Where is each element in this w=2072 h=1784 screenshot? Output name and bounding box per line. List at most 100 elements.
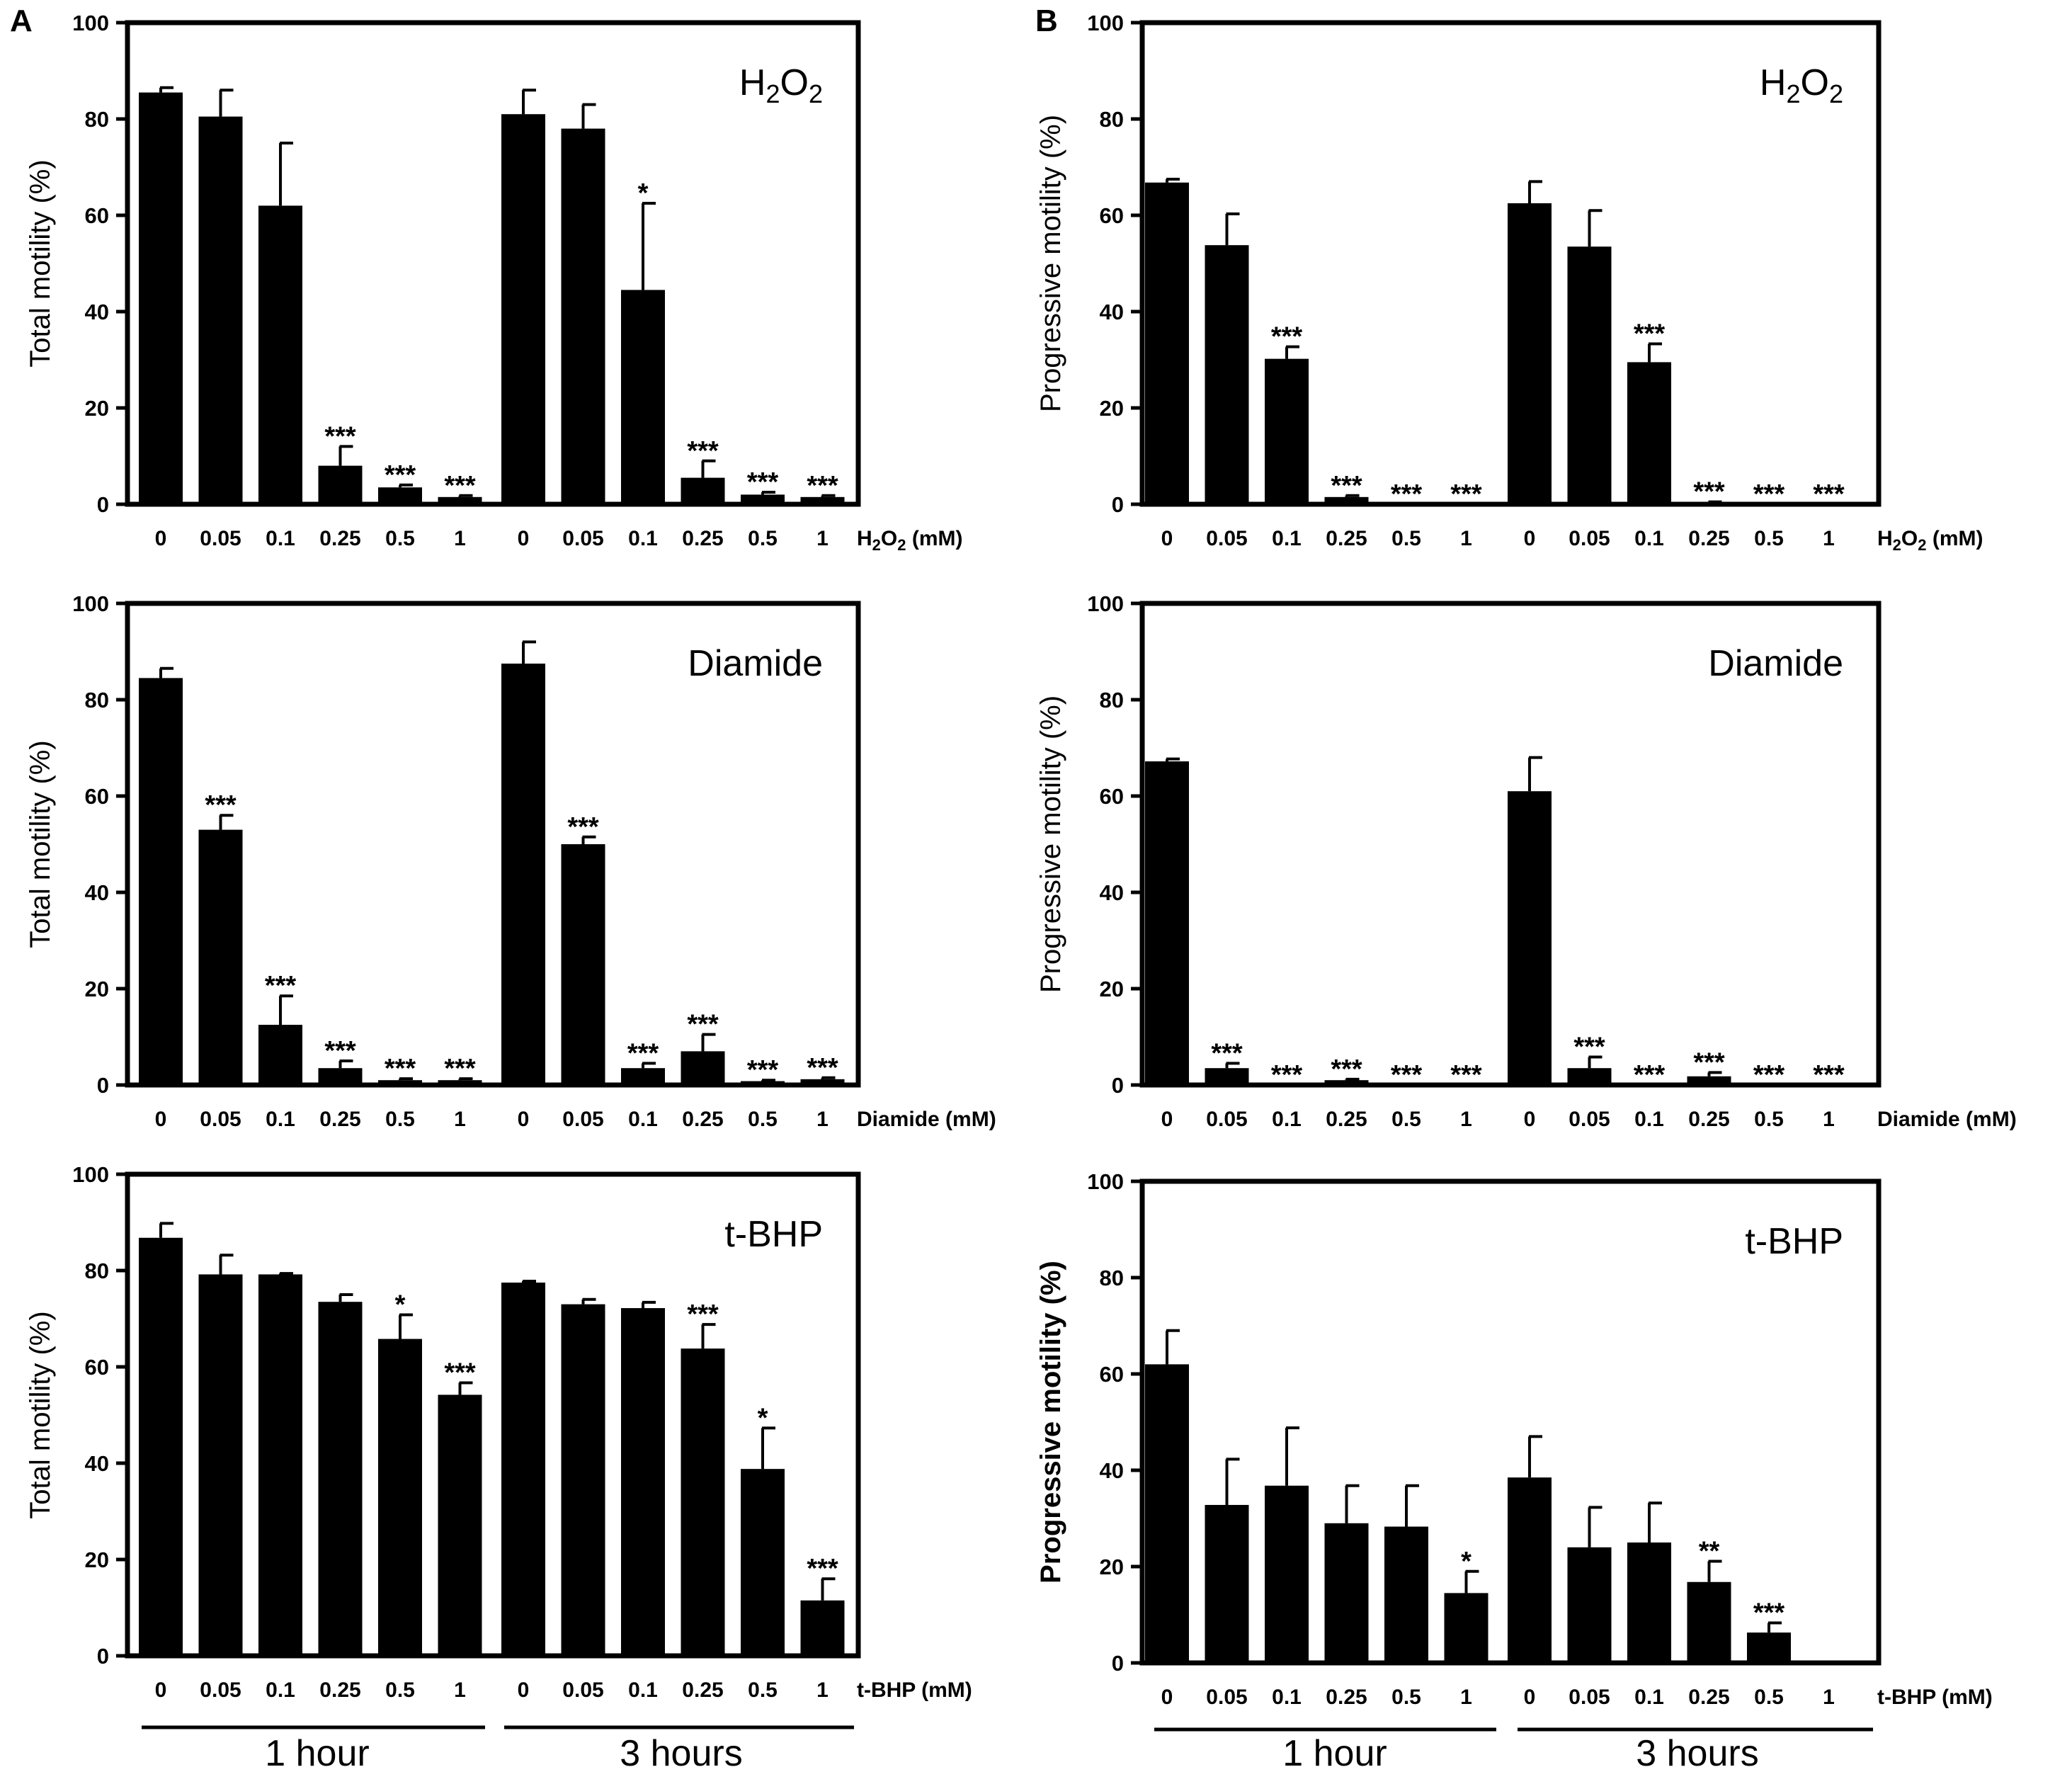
x-category-label: 0.05	[1569, 1108, 1610, 1131]
x-unit-label: Diamide (mM)	[1877, 1108, 2017, 1131]
group-label-1-hour-a: 1 hour	[265, 1733, 369, 1774]
x-category-label: 1	[1460, 1686, 1472, 1709]
bar	[1205, 1504, 1249, 1663]
x-category-label: 1	[1823, 1686, 1835, 1709]
significance-label: ***	[807, 1053, 838, 1083]
x-category-label: 0.5	[748, 527, 778, 550]
significance-label: ***	[1634, 319, 1666, 349]
x-category-label: 0.1	[266, 527, 295, 550]
x-category-label: 0.25	[682, 1678, 723, 1702]
bar	[1145, 1364, 1189, 1663]
y-tick-label: 20	[1100, 1555, 1124, 1579]
bar	[1444, 1593, 1488, 1663]
x-category-label: 0.05	[562, 1108, 603, 1131]
significance-label: ***	[1753, 1060, 1785, 1090]
x-category-label: 0.25	[1326, 1108, 1367, 1131]
bar	[1687, 1581, 1731, 1663]
y-tick-label: 60	[85, 784, 109, 809]
significance-label: ***	[385, 1054, 416, 1084]
significance-label: ***	[687, 436, 719, 466]
x-unit-label: Diamide (mM)	[857, 1108, 996, 1131]
bar	[1145, 182, 1189, 504]
y-axis-label: Progressive motility (%)	[1035, 695, 1066, 993]
y-tick-label: 20	[85, 977, 109, 1001]
significance-label: *	[1461, 1547, 1472, 1576]
bar	[1324, 496, 1369, 504]
y-tick-label: 100	[1087, 1169, 1124, 1194]
bar	[1687, 1076, 1731, 1085]
bar	[1205, 245, 1249, 504]
bar	[438, 496, 482, 504]
bar	[800, 496, 845, 504]
bar	[621, 1068, 665, 1085]
y-tick-label: 100	[1087, 591, 1124, 616]
significance-label: ***	[1391, 1060, 1423, 1090]
chart-3: 0 20 40 60 80 100 Total motility (%) Diamide 0 **…	[25, 591, 996, 1131]
y-tick-label: 0	[1112, 1073, 1124, 1098]
x-category-label: 0.05	[200, 1108, 241, 1131]
x-category-label: 0.25	[1326, 527, 1367, 550]
y-tick-label: 60	[1100, 1362, 1124, 1387]
significance-label: *	[638, 178, 649, 208]
y-tick-label: 60	[1100, 203, 1124, 228]
bar	[681, 1348, 725, 1656]
y-tick-label: 80	[85, 688, 109, 712]
bar	[378, 1339, 422, 1656]
x-category-label: 0.25	[682, 1108, 723, 1131]
y-axis-label: Progressive motility (%)	[1035, 115, 1066, 412]
chart-title: Diamide	[1708, 643, 1843, 684]
y-tick-label: 60	[85, 203, 109, 228]
significance-label: ***	[687, 1300, 719, 1329]
x-category-label: 1	[816, 1678, 829, 1702]
significance-label: ***	[807, 1554, 838, 1584]
x-category-label: 1	[816, 1108, 829, 1131]
y-tick-label: 60	[1100, 784, 1124, 809]
x-category-label: 0	[518, 527, 530, 550]
bar	[258, 1025, 302, 1085]
bar	[1627, 362, 1671, 504]
x-category-label: 0.1	[1634, 527, 1664, 550]
x-category-label: 0.5	[1391, 1686, 1421, 1709]
bar	[1747, 1632, 1791, 1663]
x-category-label: 0.1	[266, 1678, 295, 1702]
bar	[198, 116, 243, 505]
x-category-label: 1	[1823, 527, 1835, 550]
significance-label: ***	[1693, 477, 1725, 507]
bar	[621, 290, 665, 504]
bar	[741, 1469, 785, 1656]
bar	[561, 128, 605, 505]
x-category-label: 0.5	[1754, 527, 1784, 550]
x-category-label: 0.25	[1688, 1108, 1729, 1131]
bar	[621, 1308, 665, 1656]
x-category-label: 0	[1161, 1108, 1173, 1131]
significance-label: *	[395, 1290, 406, 1320]
x-category-label: 0.5	[1391, 527, 1421, 550]
significance-label: ***	[1573, 1033, 1605, 1062]
x-category-label: 0.25	[1326, 1686, 1367, 1709]
significance-label: ***	[324, 421, 356, 451]
bar	[561, 844, 605, 1085]
y-tick-label: 0	[97, 492, 109, 517]
x-category-label: 0.05	[1569, 1686, 1610, 1709]
significance-label: ***	[747, 467, 779, 497]
bar	[1508, 1477, 1552, 1663]
significance-label: ***	[1211, 1038, 1243, 1068]
y-tick-label: 40	[1100, 880, 1124, 905]
panel-label-b: B	[1035, 4, 1058, 38]
y-tick-label: 20	[85, 1547, 109, 1572]
bar	[438, 1080, 482, 1085]
plot-frame	[125, 20, 861, 507]
x-category-label: 0.5	[385, 527, 415, 550]
x-category-label: 0.1	[628, 1108, 658, 1131]
x-category-label: 0.25	[1688, 527, 1729, 550]
y-tick-label: 0	[97, 1644, 109, 1669]
group-label-3-hours-a: 3 hours	[620, 1733, 742, 1774]
significance-label: ***	[444, 471, 476, 501]
x-unit-label: H2O2 (mM)	[1877, 527, 1983, 554]
significance-label: **	[1699, 1537, 1720, 1567]
chart-title: Diamide	[688, 643, 823, 684]
chart-1: 0 20 40 60 80 100 Total motility (%) H2O2 0 0.05 0…	[25, 11, 963, 554]
significance-label: ***	[205, 790, 237, 820]
bar	[258, 205, 302, 504]
